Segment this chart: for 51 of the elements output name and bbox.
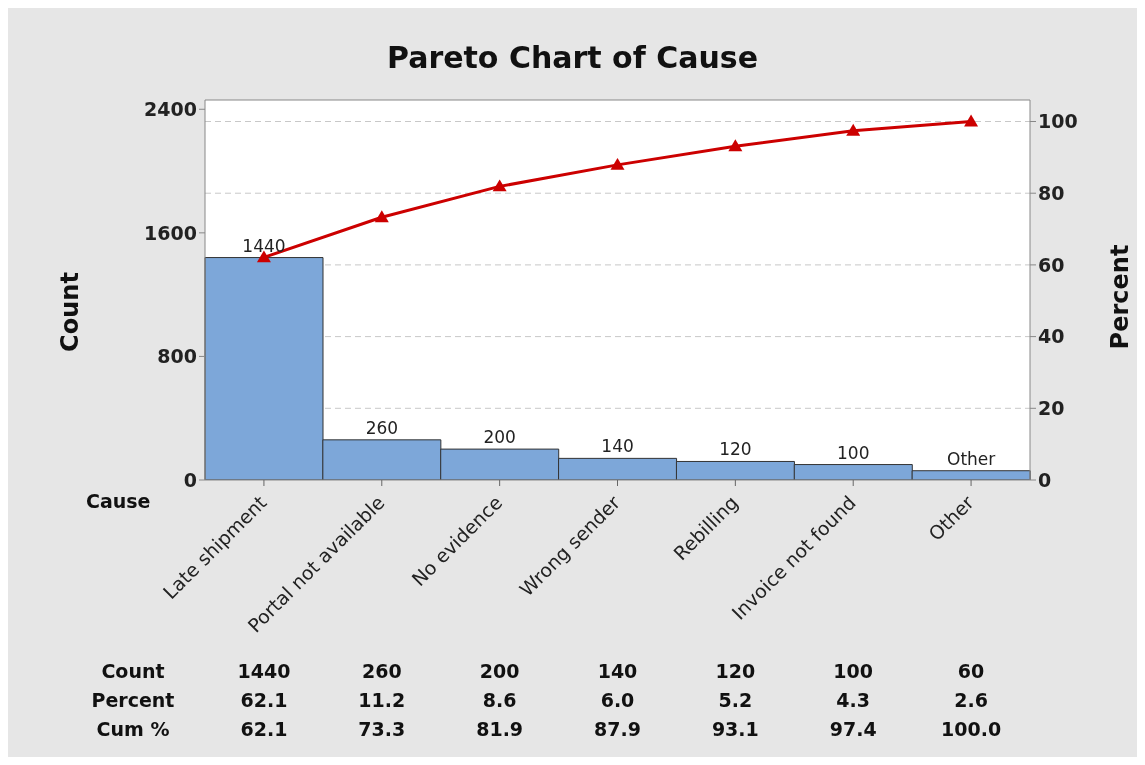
text: 2.6 <box>953 689 989 711</box>
text: 1440 <box>236 660 292 682</box>
text: 120 <box>714 660 757 682</box>
point <box>492 179 507 192</box>
text: 11.2 <box>357 689 407 711</box>
y2-tick-label: 20 <box>1038 397 1065 420</box>
text: 140 <box>596 660 639 682</box>
y2-tick-label: 100 <box>1038 110 1078 133</box>
y-tick-label: 1600 <box>144 221 197 244</box>
y2-tick-label: 60 <box>1038 253 1065 276</box>
y2-tick-label: 40 <box>1038 325 1065 348</box>
data-label: 120 <box>719 439 752 460</box>
text: 62.1 <box>239 718 289 740</box>
text: 260 <box>360 660 403 682</box>
text: 100.0 <box>940 718 1003 740</box>
y-axis-title: Count <box>55 272 84 352</box>
y2-tick-label: 0 <box>1038 468 1052 491</box>
text: 4.3 <box>835 689 872 711</box>
data-label: 200 <box>483 427 516 448</box>
data-label: 100 <box>837 442 870 463</box>
text: 81.9 <box>475 718 525 740</box>
text: Cum % <box>95 718 171 740</box>
text: 100 <box>832 660 875 682</box>
y2-axis-title: Percent <box>1106 244 1135 350</box>
point <box>964 114 979 127</box>
y2-tick-label: 80 <box>1038 181 1065 204</box>
point <box>728 139 743 152</box>
text: 200 <box>478 660 521 682</box>
text: 97.4 <box>828 718 878 740</box>
text: Percent <box>90 689 176 711</box>
point <box>374 210 389 223</box>
y-tick-label: 2400 <box>144 98 197 121</box>
data-label: Other <box>947 448 996 469</box>
x-axis-title: Cause <box>86 490 151 512</box>
text: 73.3 <box>357 718 407 740</box>
data-label: 140 <box>601 436 634 457</box>
text: 8.6 <box>481 689 518 711</box>
text: 62.1 <box>239 689 289 711</box>
text: 93.1 <box>710 718 760 740</box>
point <box>846 123 861 136</box>
chart-title: Pareto Chart of Cause <box>385 40 760 75</box>
text: 87.9 <box>593 718 642 740</box>
point <box>610 157 625 170</box>
text: 6.0 <box>599 689 636 711</box>
text: 60 <box>956 660 986 682</box>
y-tick-label: 0 <box>183 468 197 491</box>
text: 5.2 <box>717 689 754 711</box>
data-label: 1440 <box>242 235 286 256</box>
y-tick-label: 800 <box>157 345 197 368</box>
text: Count <box>100 660 166 682</box>
data-label: 260 <box>365 417 399 438</box>
